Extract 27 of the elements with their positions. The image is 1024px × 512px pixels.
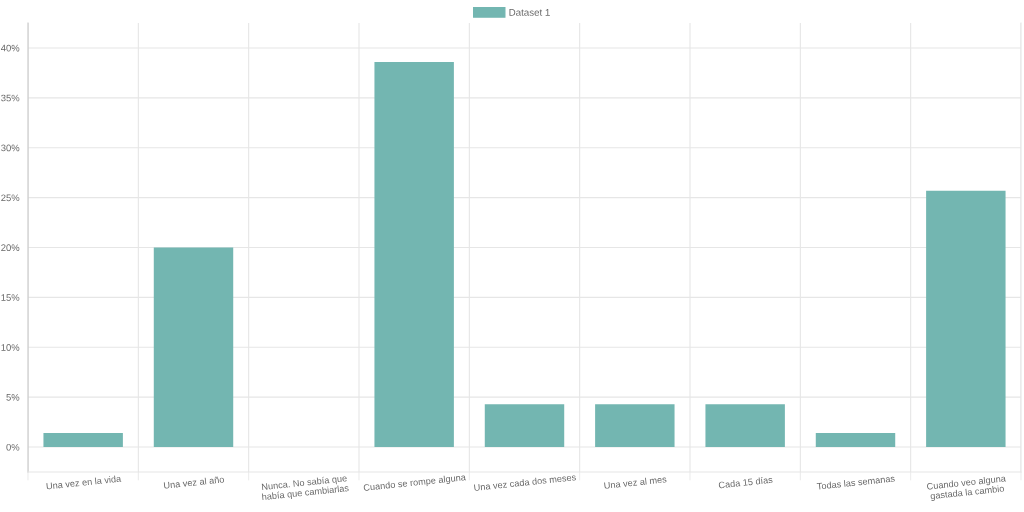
x-tick-label: Una vez al año xyxy=(163,475,225,489)
y-tick-label: 20% xyxy=(1,244,20,252)
bar xyxy=(815,433,896,448)
legend-label: Dataset 1 xyxy=(509,9,550,16)
y-tick-label: 10% xyxy=(1,344,20,351)
x-tick-label: Todas las semanas xyxy=(816,474,895,490)
bar xyxy=(926,190,1006,448)
bar xyxy=(374,61,454,448)
x-tick-label: Cuando veo alguna gastada la cambio xyxy=(926,474,1007,502)
bar xyxy=(43,433,123,448)
bar xyxy=(705,404,785,448)
x-tick-label: Una vez al mes xyxy=(604,475,667,489)
x-tick-label: Una vez en la vida xyxy=(46,475,122,490)
y-tick-label: 35% xyxy=(1,94,20,102)
x-tick-label: Nunca. No sabía que había que cambiarlas xyxy=(261,474,350,503)
x-tick-label: Cada 15 días xyxy=(718,476,773,489)
y-tick-label: 30% xyxy=(1,144,20,152)
x-tick-label: Una vez cada dos meses xyxy=(474,473,577,491)
y-tick-label: 15% xyxy=(1,294,20,301)
x-tick-label: Cuando se rompe alguna xyxy=(363,473,467,493)
bar xyxy=(595,404,675,448)
y-tick-label: 5% xyxy=(6,394,20,401)
y-tick-label: 40% xyxy=(0,44,20,52)
bar xyxy=(153,247,234,448)
y-tick-label: 0% xyxy=(6,443,20,451)
y-tick-label: 25% xyxy=(1,194,20,202)
bar xyxy=(484,404,565,448)
